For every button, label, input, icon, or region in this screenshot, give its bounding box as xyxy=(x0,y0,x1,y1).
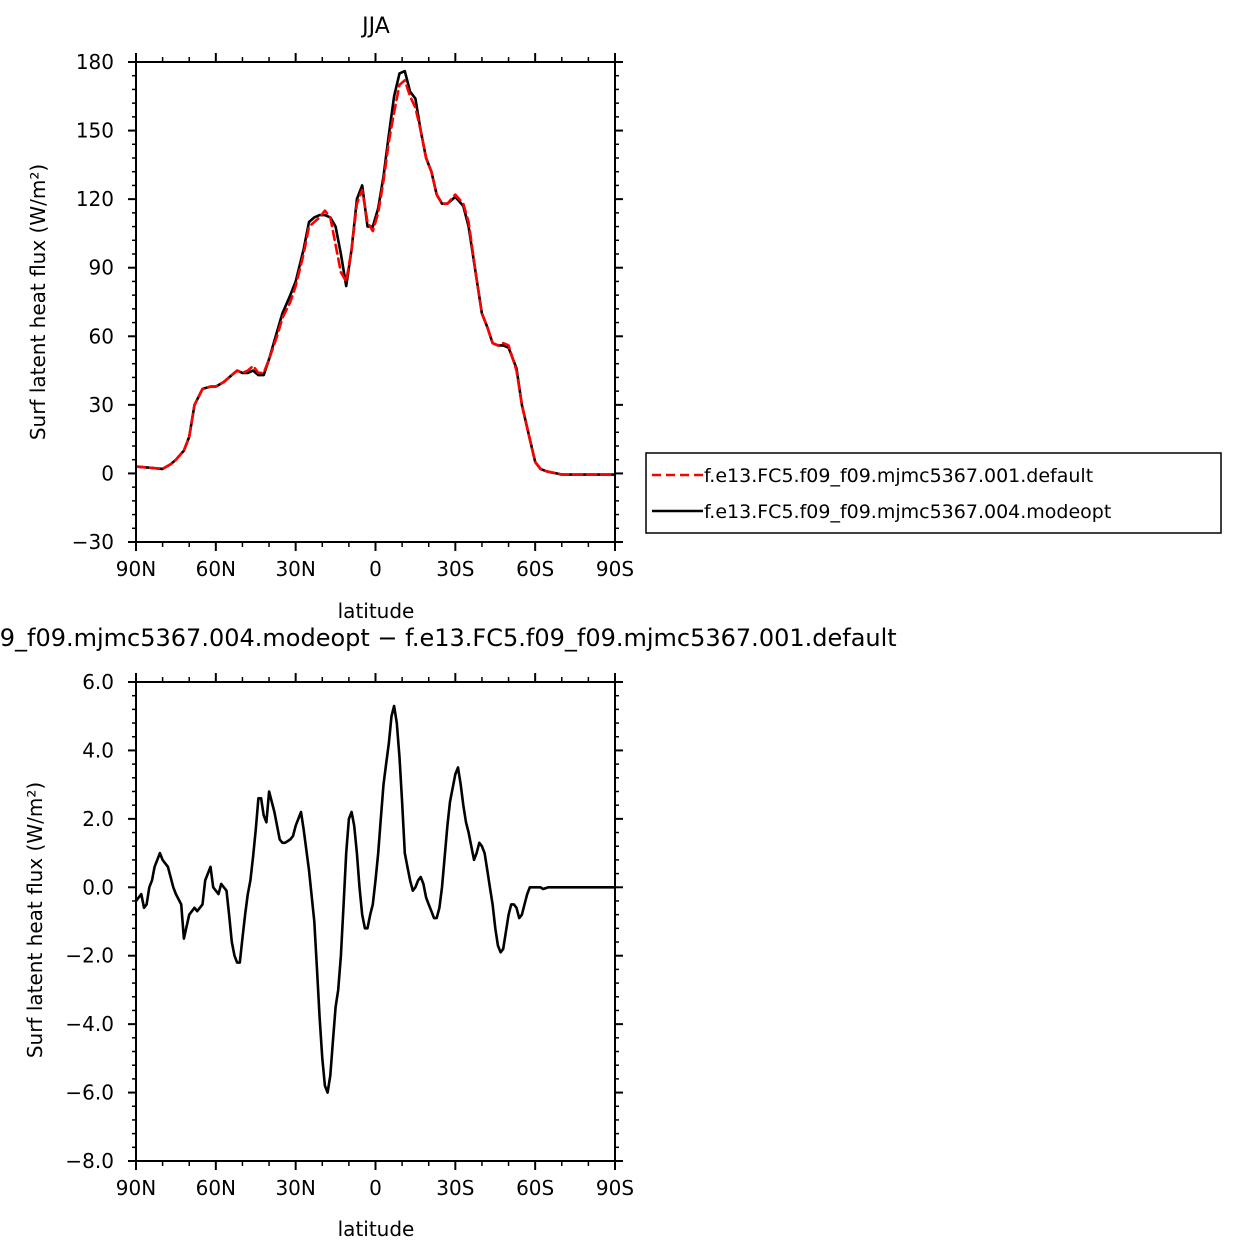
top-ytick-label: 60 xyxy=(89,324,114,348)
top-chart-title: JJA xyxy=(360,14,390,39)
top-series-group xyxy=(136,69,615,476)
top-ytick-label: 90 xyxy=(89,256,114,280)
top-plot-frame xyxy=(135,61,616,543)
bottom-y-axis-label: Surf latent heat flux (W/m²) xyxy=(23,782,47,1058)
top-xtick-label: 0 xyxy=(369,557,382,581)
bottom-ytick-label: 6.0 xyxy=(82,670,114,694)
bottom-xtick-label: 60N xyxy=(196,1176,236,1200)
top-ytick-label: 0 xyxy=(101,461,114,485)
top-xtick-label: 90N xyxy=(116,557,156,581)
top-ytick-label: 120 xyxy=(76,187,114,211)
bottom-chart-title: f.e13.FC5.f09_f09.mjmc5367.004.modeopt −… xyxy=(0,624,897,652)
bottom-ytick-label: 4.0 xyxy=(82,738,114,762)
bottom-xtick-label: 90N xyxy=(116,1176,156,1200)
top-series-line-004-modeopt xyxy=(136,69,615,476)
bottom-ytick-label: −4.0 xyxy=(65,1012,114,1036)
top-x-axis-label: latitude xyxy=(338,599,415,623)
bottom-xtick-label: 30S xyxy=(436,1176,474,1200)
bottom-ytick-label: −8.0 xyxy=(65,1149,114,1173)
bottom-axis-ticks: −8.0 −6.0 −4.0 −2.0 0.0 2.0 4.0 6.0 90N 60N 30N 0 30… xyxy=(65,670,634,1200)
bottom-ytick-label: −2.0 xyxy=(65,944,114,968)
bottom-xtick-label: 90S xyxy=(596,1176,634,1200)
bottom-chart: f.e13.FC5.f09_f09.mjmc5367.004.modeopt −… xyxy=(0,624,897,1241)
top-y-axis-label: Surf latent heat flux (W/m²) xyxy=(26,164,50,440)
legend-box xyxy=(645,452,1222,534)
top-xtick-label: 60N xyxy=(196,557,236,581)
top-chart: JJA Surf latent heat flux (W/m²) latitud… xyxy=(26,14,634,623)
top-axis-ticks: −30 0 30 60 90 120 150 180 90N 60N 30N 0 30S 60S 90S xyxy=(72,50,634,581)
top-series-line-001-default xyxy=(136,79,615,476)
top-xtick-label: 30N xyxy=(275,557,315,581)
top-xtick-label: 60S xyxy=(516,557,554,581)
top-xtick-label: 30S xyxy=(436,557,474,581)
bottom-xtick-label: 30N xyxy=(275,1176,315,1200)
bottom-ytick-label: 2.0 xyxy=(82,807,114,831)
bottom-series-line-difference xyxy=(136,704,615,1094)
legend-label-default: f.e13.FC5.f09_f09.mjmc5367.001.default xyxy=(704,465,1093,487)
legend: f.e13.FC5.f09_f09.mjmc5367.001.default f… xyxy=(645,452,1222,534)
legend-label-modeopt: f.e13.FC5.f09_f09.mjmc5367.004.modeopt xyxy=(704,501,1111,523)
top-ytick-label: −30 xyxy=(72,530,114,554)
bottom-xtick-label: 0 xyxy=(369,1176,382,1200)
bottom-plot-frame xyxy=(135,681,616,1162)
bottom-series-group xyxy=(136,704,615,1094)
bottom-ytick-label: 0.0 xyxy=(82,875,114,899)
bottom-x-axis-label: latitude xyxy=(338,1217,415,1241)
top-xtick-label: 90S xyxy=(596,557,634,581)
top-ytick-label: 150 xyxy=(76,119,114,143)
bottom-xtick-label: 60S xyxy=(516,1176,554,1200)
bottom-ytick-label: −6.0 xyxy=(65,1081,114,1105)
top-ytick-label: 180 xyxy=(76,50,114,74)
top-ytick-label: 30 xyxy=(89,393,114,417)
